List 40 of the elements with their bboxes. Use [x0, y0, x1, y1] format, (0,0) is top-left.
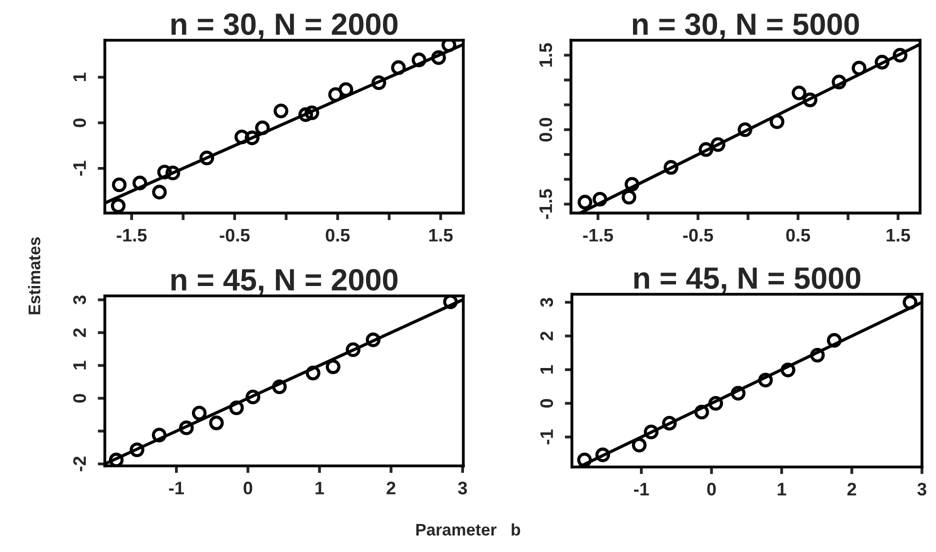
y-tick-label: 1	[540, 365, 553, 374]
y-tick-label: 0	[73, 118, 86, 128]
x-tick-label: -1.5	[583, 229, 614, 242]
y-tick-label: 2	[73, 328, 86, 338]
chart-title: n = 30, N = 5000	[632, 13, 859, 40]
y-tick-label: -2	[73, 456, 86, 472]
y-tick-label: 0	[73, 394, 86, 403]
y-tick-label: -1	[540, 429, 553, 444]
x-tick-label: -1	[634, 482, 649, 496]
x-tick-label: 3	[458, 482, 467, 494]
x-tick-label: 1	[778, 482, 786, 496]
x-tick-label: 3	[917, 482, 926, 496]
x-tick-label: 0.5	[326, 228, 350, 242]
chart-title: n = 45, N = 5000	[634, 267, 860, 294]
x-tick-label: 0	[244, 482, 252, 494]
x-tick-label: 2	[847, 482, 856, 496]
x-tick-label: -0.5	[220, 228, 250, 242]
y-tick-label: 3	[540, 298, 554, 307]
chart-title: n = 30, N = 2000	[171, 13, 398, 40]
x-tick-label: 1	[316, 482, 324, 494]
y-tick-label: 2	[540, 332, 553, 340]
x-tick-label: 1.5	[886, 229, 910, 242]
y-tick-label: -1.5	[540, 189, 552, 219]
x-axis-title: Parameter b	[416, 523, 520, 536]
y-tick-label: 1.5	[540, 43, 552, 67]
x-tick-label: -1	[169, 482, 184, 494]
y-tick-label: 0	[540, 399, 554, 408]
y-tick-label: 1	[73, 72, 86, 82]
x-tick-label: -1.5	[116, 229, 147, 242]
x-tick-label: 1.5	[429, 229, 453, 242]
y-tick-label: 0.0	[539, 118, 552, 142]
x-tick-label: 0	[707, 482, 716, 496]
x-tick-label: 0.5	[786, 228, 810, 242]
chart-title: n = 45, N = 2000	[171, 268, 398, 296]
x-tick-label: 2	[386, 482, 396, 494]
x-tick-label: -0.5	[683, 228, 714, 242]
y-axis-title: Estimates	[28, 237, 40, 314]
y-tick-label: 3	[73, 295, 86, 304]
y-tick-label: 1	[73, 360, 86, 370]
y-tick-label: -1	[73, 160, 86, 176]
